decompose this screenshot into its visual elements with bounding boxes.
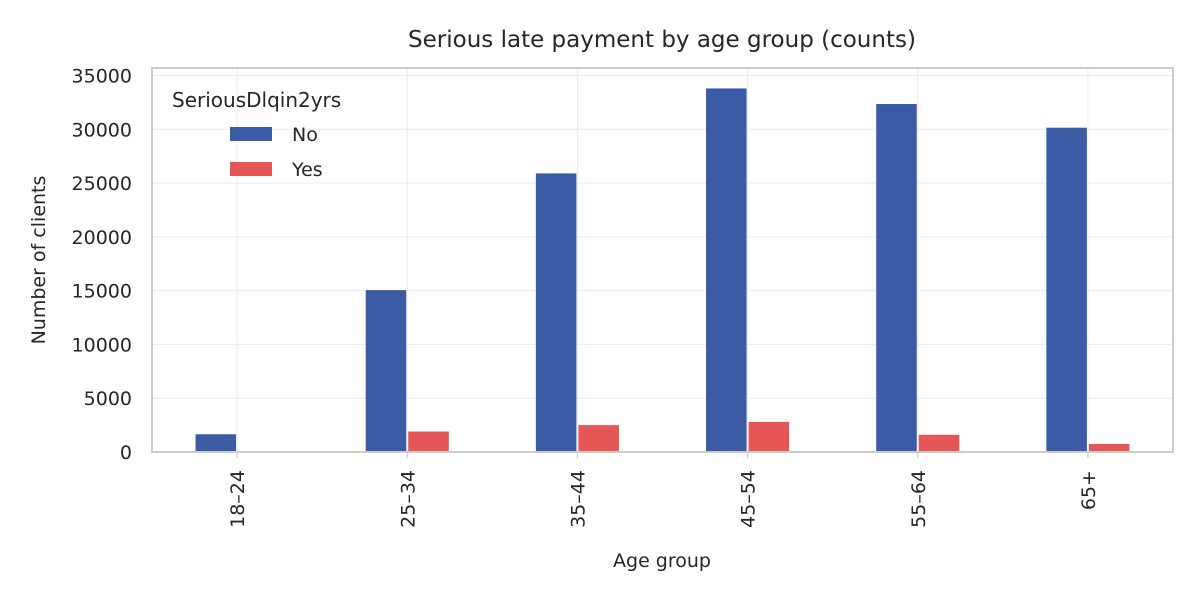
x-tick-label: 55–64 (908, 470, 930, 528)
y-tick-label: 0 (120, 442, 132, 464)
y-tick-label: 30000 (72, 119, 132, 141)
y-tick-label: 35000 (72, 66, 132, 88)
bar-yes-4 (918, 434, 960, 452)
y-axis-label: Number of clients (28, 176, 50, 345)
plot-frame (151, 67, 1174, 453)
x-tick-label: 25–34 (397, 470, 419, 528)
x-axis-ticks: 18–24 25–34 35–44 45–54 55–64 65+ (227, 452, 1100, 528)
grid-lines (152, 68, 1173, 453)
legend: SeriousDlqin2yrs No Yes (172, 88, 341, 181)
legend-swatch-no (230, 127, 272, 141)
bar-no-2 (535, 173, 577, 453)
y-tick-label: 10000 (72, 334, 132, 356)
bar-yes-2 (578, 425, 619, 452)
y-tick-label: 15000 (72, 281, 132, 303)
bar-no-4 (876, 104, 917, 452)
legend-title: SeriousDlqin2yrs (172, 88, 341, 112)
bar-no-3 (706, 88, 747, 452)
legend-label-no: No (292, 124, 318, 146)
x-tick-label: 45–54 (738, 470, 760, 528)
y-tick-label: 20000 (72, 227, 132, 249)
y-tick-label: 5000 (84, 388, 132, 410)
bar-yes-1 (408, 431, 449, 452)
y-tick-label: 25000 (72, 173, 132, 195)
bar-no-5 (1046, 127, 1087, 452)
bars (195, 88, 1130, 453)
bar-yes-5 (1088, 443, 1130, 452)
y-axis-ticks: 0 5000 10000 15000 20000 25000 30000 35000 (72, 66, 132, 464)
legend-label-yes: Yes (291, 159, 323, 181)
bar-no-1 (365, 290, 407, 452)
legend-swatch-yes (230, 162, 272, 176)
x-tick-label: 35–44 (567, 470, 589, 528)
chart-title: Serious late payment by age group (count… (408, 27, 916, 53)
bar-yes-3 (748, 421, 790, 452)
bar-no-0 (195, 434, 237, 452)
x-tick-label: 65+ (1078, 470, 1100, 510)
x-axis-label: Age group (613, 550, 711, 572)
x-tick-label: 18–24 (227, 470, 249, 528)
